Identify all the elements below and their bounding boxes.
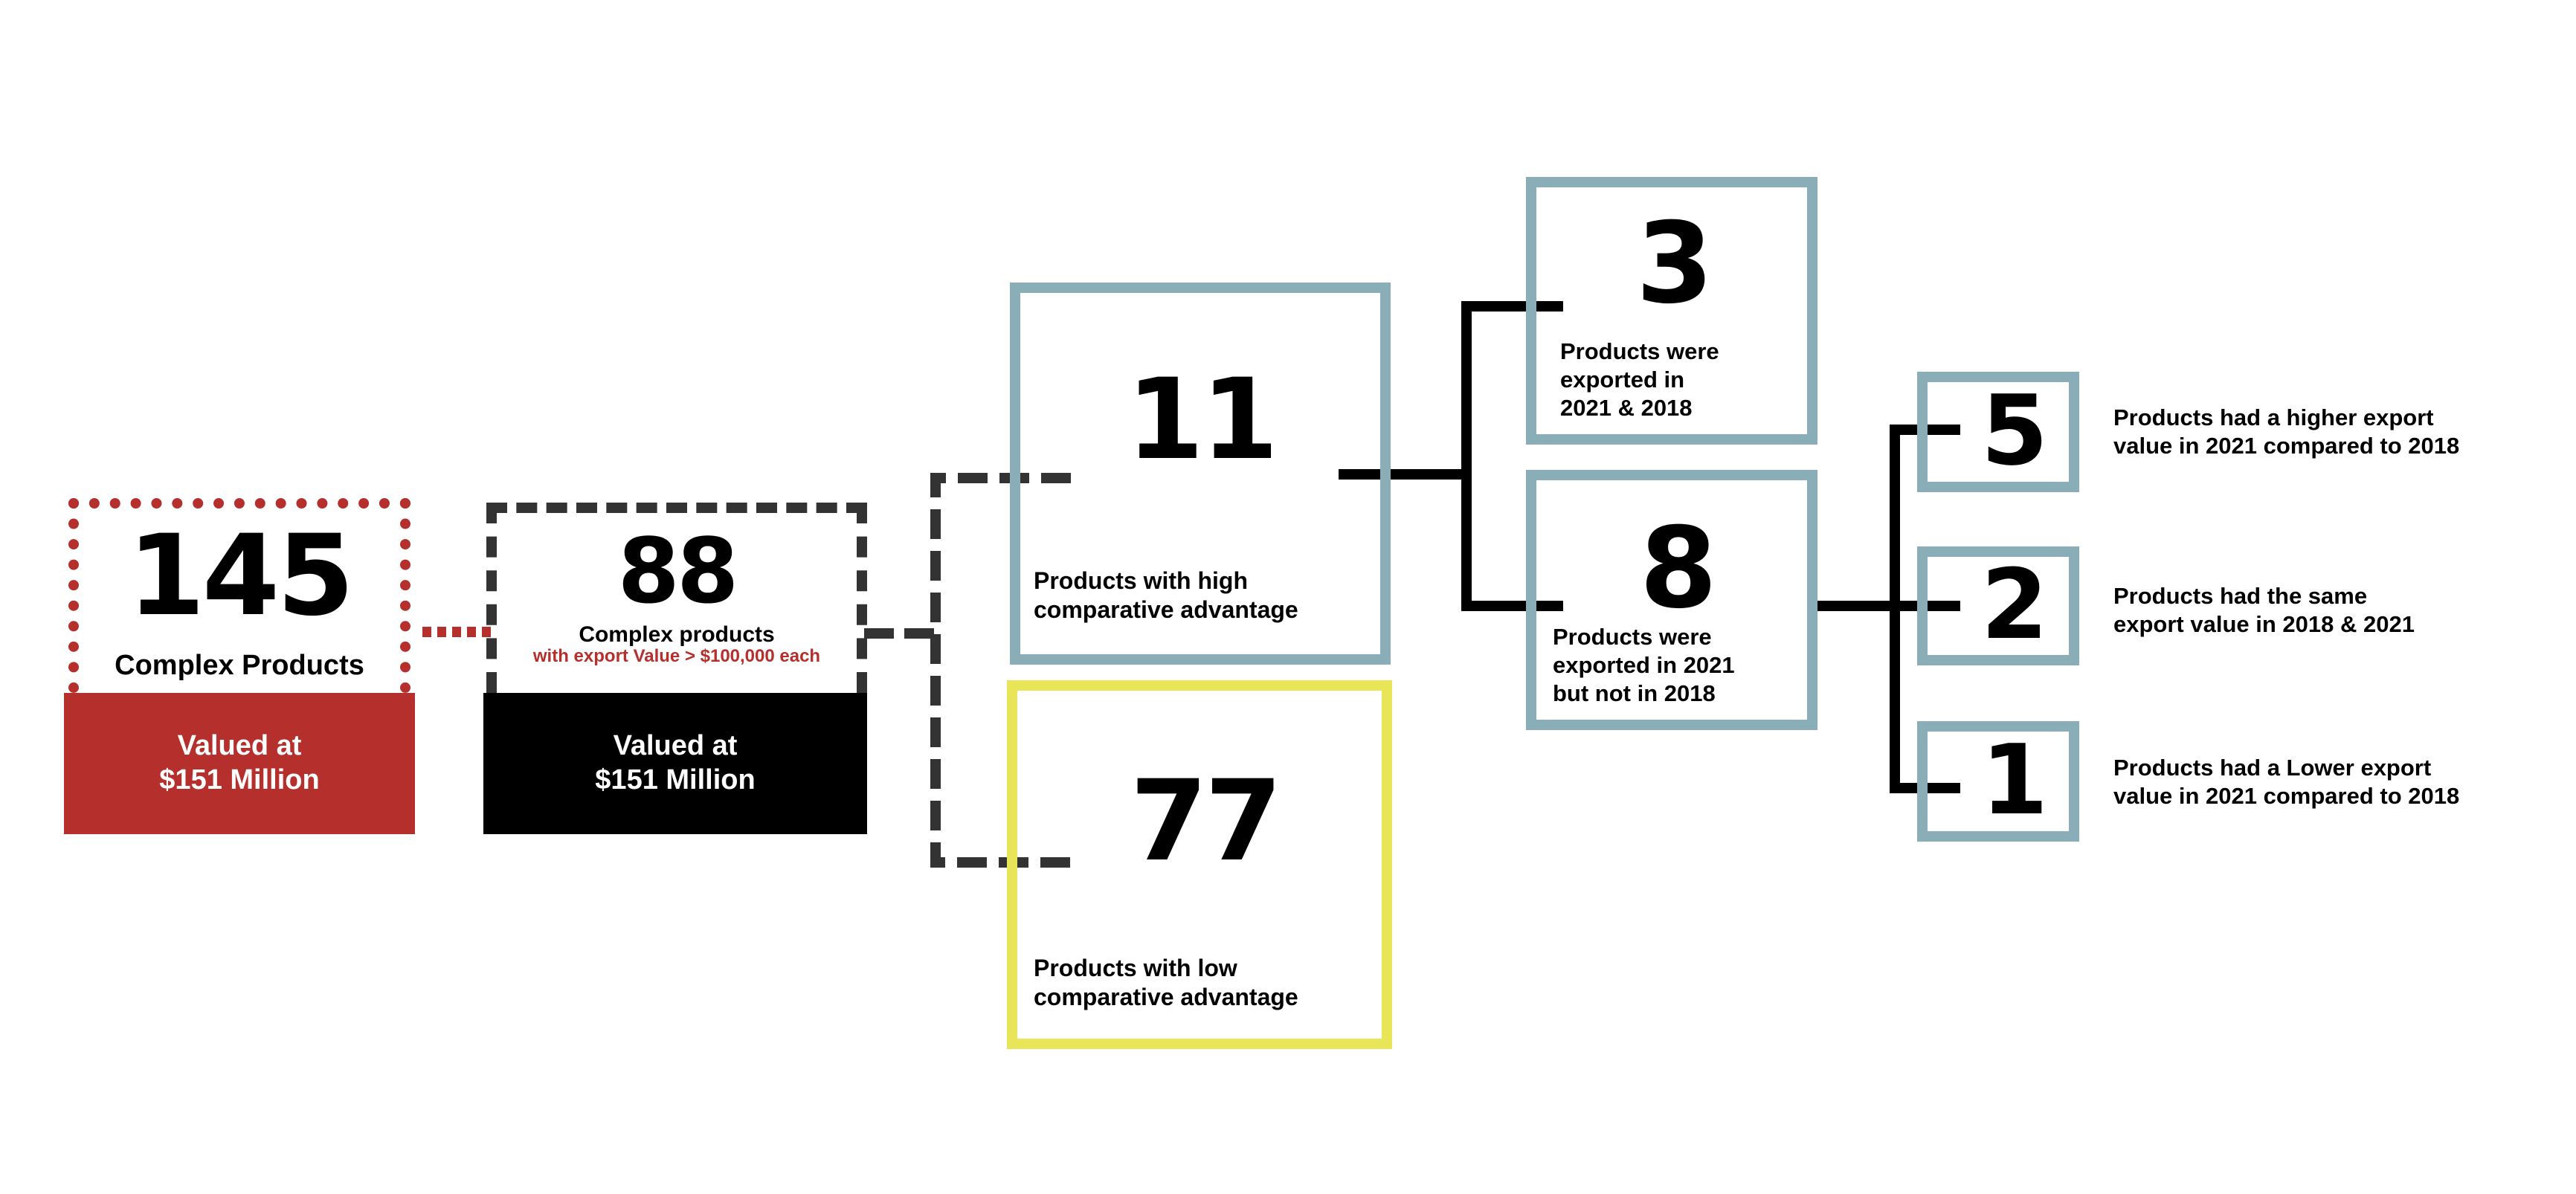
connector-only2021-bracket [1890,425,1960,793]
lower-value-label: Products had a Lower export value in 202… [2113,755,2460,809]
filtered-products-label: Complex products [579,622,775,647]
filtered-value-panel: Valued at $151 Million [483,693,867,834]
total-products-label: Complex Products [115,650,364,681]
low-advantage-label: Products with low comparative advantage [1034,955,1298,1011]
high-advantage-label: Products with high comparative advantage [1034,567,1298,624]
higher-value-number: 5 [1980,374,2048,487]
higher-value-box [1917,372,2079,492]
lower-value-number: 1 [1980,723,2048,836]
high-advantage-box [1010,283,1391,665]
only-2021-label: Products were exported in 2021 but not i… [1553,624,1735,706]
total-products-box [68,498,410,693]
filtered-products-box [486,503,867,693]
both-years-label: Products were exported in 2021 & 2018 [1560,338,1719,421]
same-value-number: 2 [1980,548,2048,661]
total-value-panel: Valued at $151 Million [64,693,415,834]
total-products-number: 145 [127,512,354,641]
both-years-box [1526,177,1817,445]
connector-high-bracket [1461,301,1563,611]
only-2021-box [1526,470,1817,730]
lower-value-box [1917,721,2079,842]
both-years-number: 3 [1635,199,1713,329]
low-advantage-box [1007,680,1392,1049]
filtered-products-sublabel: with export Value > $100,000 each [532,646,821,666]
high-advantage-number: 11 [1126,355,1279,485]
filtered-products-number: 88 [617,520,739,624]
same-value-box [1917,546,2079,665]
only-2021-number: 8 [1639,504,1717,633]
same-value-label: Products had the same export value in 20… [2113,583,2415,637]
higher-value-label: Products had a higher export value in 20… [2113,404,2460,459]
connector-split-bracket [930,473,1071,868]
low-advantage-number: 77 [1130,757,1283,886]
